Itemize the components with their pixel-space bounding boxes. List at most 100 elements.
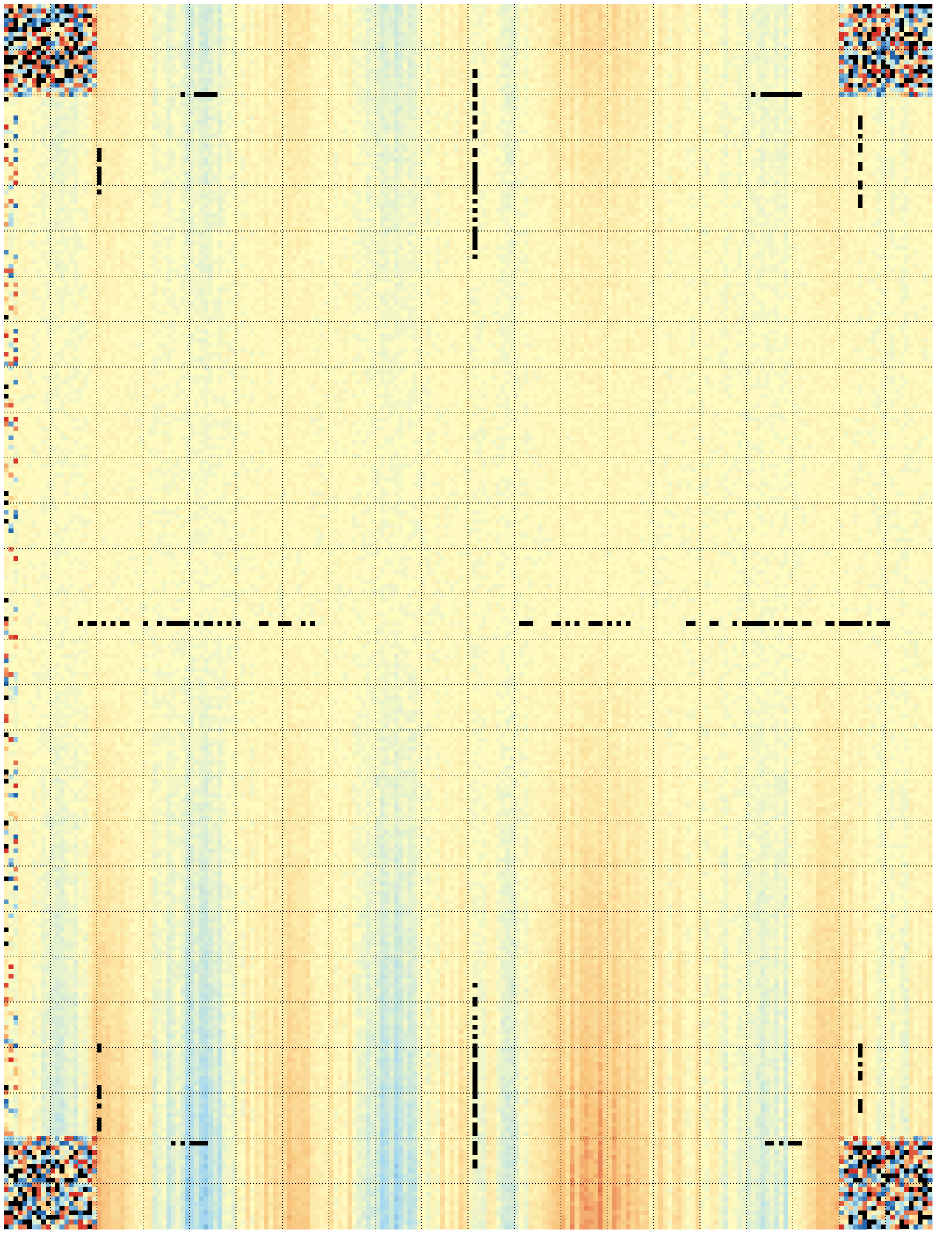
heatmap-cell bbox=[204, 106, 209, 111]
heatmap-cell bbox=[728, 69, 733, 74]
heatmap-cell bbox=[626, 101, 631, 106]
heatmap-cell bbox=[788, 13, 793, 18]
heatmap-cell bbox=[148, 27, 153, 32]
heatmap-cell bbox=[101, 120, 106, 125]
heatmap-cell bbox=[217, 111, 222, 116]
heatmap-cell bbox=[844, 64, 849, 69]
heatmap-cell bbox=[686, 27, 691, 32]
heatmap-cell bbox=[927, 115, 932, 120]
heatmap-cell bbox=[913, 88, 918, 93]
heatmap-cell bbox=[923, 18, 928, 23]
heatmap-cell bbox=[162, 97, 167, 102]
heatmap-cell bbox=[844, 13, 849, 18]
heatmap-cell bbox=[208, 18, 213, 23]
heatmap-cell bbox=[700, 27, 705, 32]
heatmap-cell bbox=[134, 83, 139, 88]
heatmap-cell bbox=[904, 115, 909, 120]
heatmap-cell bbox=[561, 4, 566, 9]
heatmap-cell bbox=[524, 97, 529, 102]
heatmap-cell bbox=[50, 166, 55, 171]
heatmap-cell bbox=[538, 88, 571, 93]
heatmap-cell bbox=[208, 36, 218, 41]
heatmap-cell bbox=[686, 148, 696, 153]
heatmap-cell bbox=[162, 69, 167, 74]
heatmap-cell bbox=[436, 4, 441, 9]
heatmap-cell bbox=[635, 139, 640, 144]
heatmap-cell bbox=[292, 157, 311, 162]
heatmap-cell bbox=[55, 23, 60, 28]
heatmap-cell bbox=[737, 139, 742, 144]
heatmap-cell bbox=[454, 23, 459, 28]
heatmap-cell bbox=[825, 41, 830, 46]
heatmap-cell bbox=[519, 74, 524, 79]
heatmap-cell bbox=[709, 152, 719, 157]
heatmap-cell bbox=[732, 111, 742, 116]
heatmap-cell bbox=[273, 111, 278, 116]
heatmap-cell bbox=[255, 36, 260, 41]
heatmap-cell bbox=[500, 101, 505, 106]
heatmap-cell bbox=[510, 115, 520, 120]
heatmap-cell bbox=[542, 36, 547, 41]
heatmap-cell bbox=[491, 60, 496, 65]
heatmap-cell bbox=[797, 32, 802, 37]
heatmap-cell bbox=[306, 9, 311, 14]
heatmap-cell bbox=[13, 60, 18, 65]
heatmap-cell bbox=[839, 74, 844, 79]
heatmap-cell bbox=[403, 83, 413, 88]
heatmap-cell bbox=[552, 101, 557, 106]
heatmap-cell bbox=[190, 157, 200, 162]
heatmap-cell bbox=[282, 106, 287, 111]
heatmap-cell bbox=[125, 120, 153, 125]
heatmap-cell bbox=[770, 162, 775, 167]
heatmap-cell bbox=[500, 18, 510, 23]
heatmap-cell bbox=[862, 157, 867, 162]
heatmap-cell bbox=[18, 9, 23, 14]
heatmap-cell bbox=[310, 36, 315, 41]
heatmap-cell bbox=[505, 88, 510, 93]
heatmap-cell bbox=[709, 106, 714, 111]
heatmap-cell bbox=[900, 125, 910, 130]
heatmap-cell bbox=[691, 27, 696, 32]
heatmap-cell bbox=[111, 13, 121, 18]
heatmap-cell bbox=[375, 106, 385, 111]
heatmap-cell bbox=[691, 32, 696, 37]
heatmap-cell bbox=[78, 139, 83, 144]
heatmap-cell bbox=[217, 101, 222, 106]
heatmap-cell bbox=[579, 74, 584, 79]
heatmap-cell bbox=[282, 4, 287, 9]
heatmap-cell bbox=[691, 106, 696, 111]
heatmap-cell bbox=[463, 64, 468, 69]
heatmap-cell bbox=[134, 69, 144, 74]
heatmap-cell bbox=[681, 83, 686, 88]
heatmap-cell bbox=[923, 148, 933, 153]
heatmap-cell bbox=[514, 18, 519, 23]
heatmap-cell bbox=[844, 152, 849, 157]
heatmap-cell bbox=[862, 13, 867, 18]
heatmap-cell bbox=[797, 50, 807, 55]
heatmap-cell bbox=[204, 9, 214, 14]
heatmap-cell bbox=[500, 139, 515, 144]
heatmap-cell bbox=[152, 166, 171, 171]
heatmap-cell bbox=[918, 134, 923, 139]
heatmap-cell bbox=[231, 88, 246, 93]
heatmap-cell bbox=[644, 78, 649, 83]
heatmap-cell bbox=[408, 111, 413, 116]
heatmap-cell bbox=[816, 162, 821, 167]
heatmap-cell bbox=[389, 4, 394, 9]
heatmap-cell bbox=[222, 152, 227, 157]
heatmap-cell bbox=[640, 106, 645, 111]
heatmap-cell bbox=[222, 88, 227, 93]
heatmap-cell bbox=[853, 120, 858, 125]
heatmap-cell bbox=[533, 46, 538, 51]
heatmap-cell bbox=[709, 88, 714, 93]
heatmap-cell bbox=[714, 101, 719, 106]
heatmap-cell bbox=[185, 152, 190, 157]
heatmap-cell bbox=[412, 46, 422, 51]
heatmap-cell bbox=[380, 115, 385, 120]
heatmap-cell bbox=[171, 69, 181, 74]
heatmap-cell bbox=[825, 60, 830, 65]
heatmap-cell bbox=[732, 46, 737, 51]
heatmap-cell bbox=[241, 64, 246, 69]
heatmap-cell bbox=[593, 125, 598, 130]
heatmap-cell bbox=[250, 88, 255, 93]
